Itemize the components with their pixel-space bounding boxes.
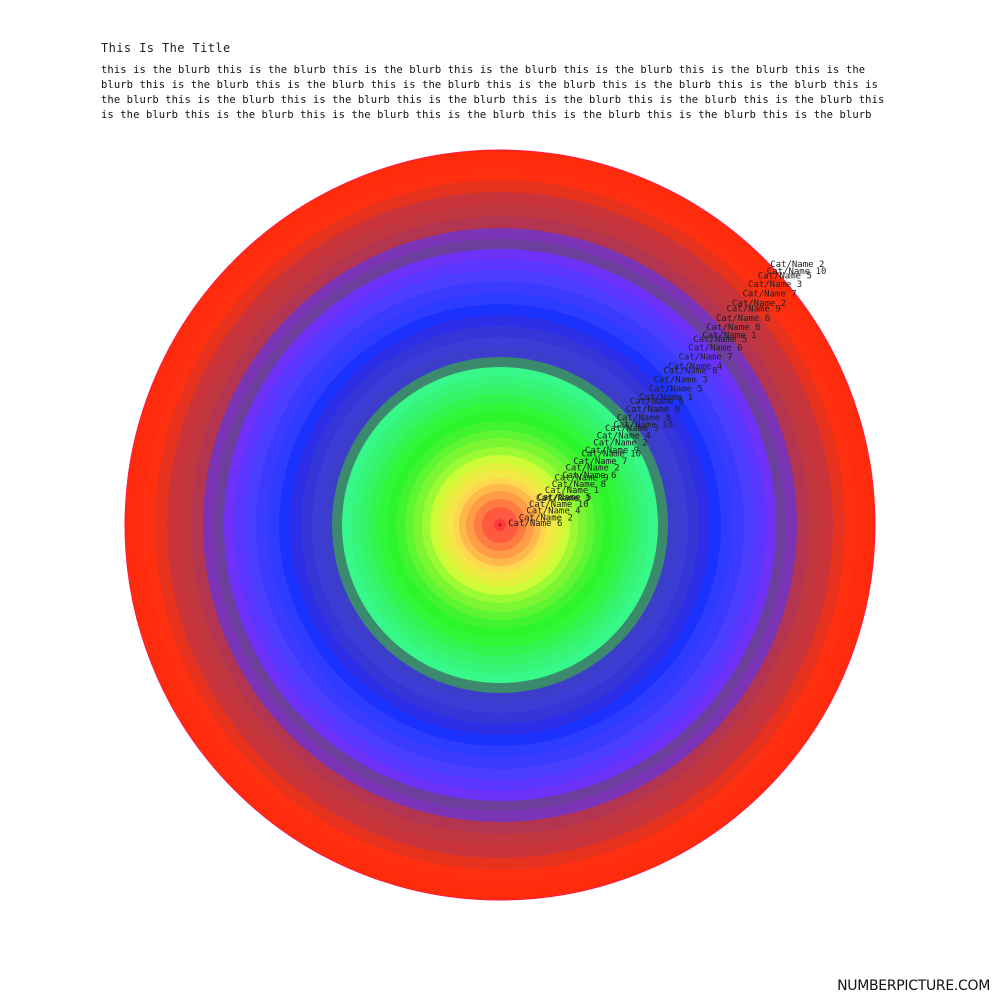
ring-label-8: Cat/Name 8: [552, 480, 606, 490]
ring-label-4: Cat/Name 10: [529, 500, 589, 510]
ring-label-1: Cat/Name 6: [508, 519, 562, 529]
ring-label-32: Cat/Name 6: [716, 314, 770, 324]
ring-label-7: Cat/Name 1: [545, 486, 599, 496]
ring-label-35: Cat/Name 7: [743, 290, 797, 300]
ring-label-11: Cat/Name 2: [566, 464, 620, 474]
ring-label-22: Cat/Name 1: [639, 393, 693, 403]
ring-label-30: Cat/Name 1: [702, 331, 756, 341]
ring-label-16: Cat/Name 4: [597, 431, 651, 441]
ring-label-38: Cat/Name 10: [767, 267, 827, 277]
ring-label-31: Cat/Name 8: [706, 323, 760, 333]
ring-label-10: Cat/Name 6: [562, 471, 616, 481]
outer-ring-border: [124, 149, 876, 901]
chart-blurb: this is the blurb this is the blurb this…: [101, 64, 885, 121]
chart-title: This Is The Title: [101, 41, 231, 55]
ring-label-2: Cat/Name 2: [519, 513, 573, 523]
ring-label-33: Cat/Name 9: [727, 305, 781, 315]
ring-label-34: Cat/Name 2: [732, 299, 786, 309]
ring-label-23: Cat/Name 5: [649, 384, 703, 394]
center-point: [498, 523, 502, 527]
ring-label-20: Cat/Name 9: [626, 405, 680, 415]
rings-group: [124, 149, 876, 901]
ring-label-12: Cat/Name 7: [573, 457, 627, 467]
ring-label-17: Cat/Name 3: [605, 424, 659, 434]
ring-label-18: Cat/Name 10: [613, 421, 673, 431]
ring-label-3: Cat/Name 4: [526, 507, 580, 517]
ring-label-29: Cat/Name 5: [693, 335, 747, 345]
ring-label-36: Cat/Name 3: [748, 280, 802, 290]
ring-label-5: Cat/Name 3: [536, 494, 590, 504]
ring-label-24: Cat/Name 3: [654, 376, 708, 386]
ring-label-25: Cat/Name 8: [663, 367, 717, 377]
ring-label-9: Cat/Name 9: [555, 474, 609, 484]
brand-logo[interactable]: NUMBERPICTURE.COM: [837, 978, 990, 994]
ring-label-27: Cat/Name 7: [679, 353, 733, 363]
ring-label-37: Cat/Name 5: [758, 271, 812, 281]
ring-label-6: Cat/Name 5: [537, 493, 591, 503]
ring-label-13: Cat/Name 10: [582, 450, 642, 460]
ring-label-26: Cat/Name 4: [668, 362, 722, 372]
ring-label-19: Cat/Name 8: [617, 413, 671, 423]
ring-label-14: Cat/Name 9: [585, 446, 639, 456]
ring-label-39: Cat/Name 2: [770, 260, 824, 270]
ring-label-21: Cat/Name 6: [630, 397, 684, 407]
ring-label-15: Cat/Name 2: [593, 439, 647, 449]
ring-label-28: Cat/Name 6: [688, 344, 742, 354]
